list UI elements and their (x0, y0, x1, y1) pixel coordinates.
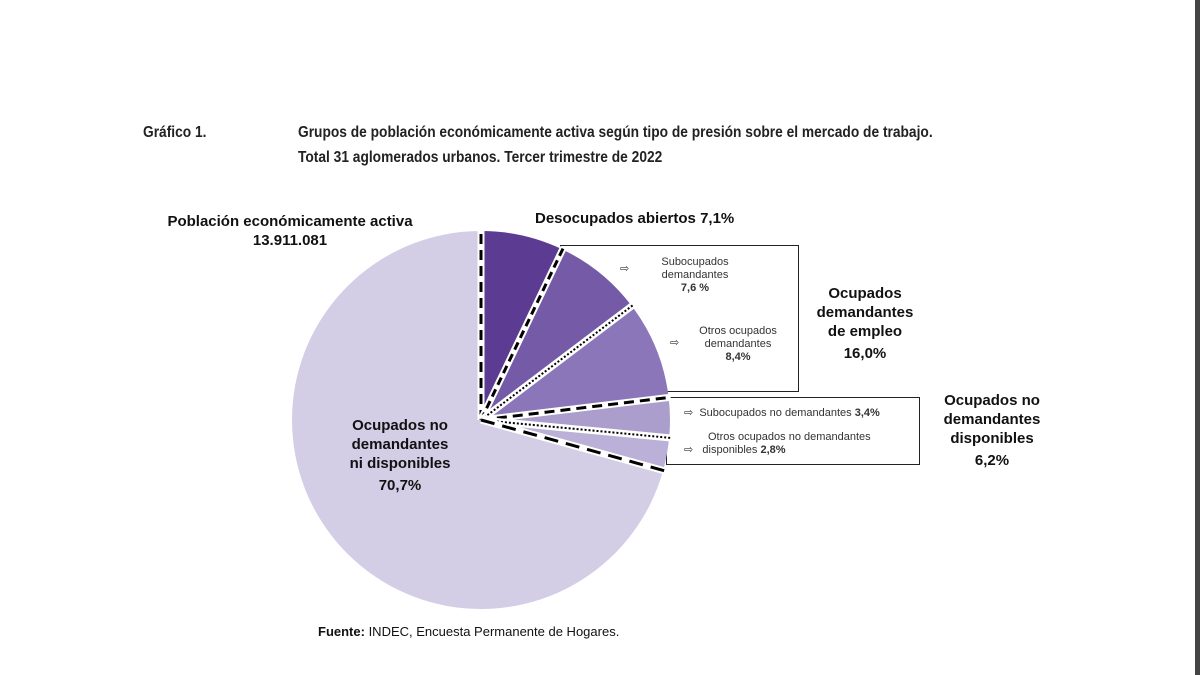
slice-separator-line (479, 247, 565, 421)
slice-separator-gap (480, 416, 672, 442)
total-label-text: Población económicamente activa (167, 213, 413, 230)
source-note: Fuente: INDEC, Encuesta Permanente de Ho… (318, 624, 620, 639)
arrow-icon: ⇨ (684, 444, 694, 456)
slice-label-subocupados-demandantes: ⇨ Subocupados demandantes 7,6 % (620, 256, 729, 294)
arrow-icon: ⇨ (684, 407, 694, 419)
no-demandantes-box (666, 397, 920, 465)
slice-label-ocupados-no-demandantes-ni-disponibles: Ocupados no demandantes ni disponibles 70,… (349, 417, 451, 494)
arrow-icon: ⇨ (670, 337, 680, 349)
arrow-icon: ⇨ (620, 263, 630, 275)
group-label-demandantes: Ocupados demandantes de empleo 16,0% (816, 285, 914, 362)
pie-slice-1 (481, 249, 632, 420)
slice-label-otros-demandantes: ⇨ Otros ocupados demandantes 8,4% (670, 325, 777, 363)
slice-label-desocupados: Desocupados abiertos 7,1% (535, 210, 735, 227)
scrollbar[interactable] (1195, 0, 1200, 675)
slice-label-otros-no-demandantes: Otros ocupados no demandantes ⇨ disponib… (684, 431, 871, 456)
pie-slice-2 (481, 306, 669, 420)
group-label-no-demandantes: Ocupados no demandantes disponibles 6,2% (943, 392, 1041, 469)
pie-slice-3 (481, 397, 670, 438)
total-label: Población económicamente activa 13.911.0… (150, 212, 430, 250)
total-value: 13.911.081 (252, 232, 328, 249)
slice-separator-gap (480, 393, 672, 424)
slice-separator-gap (478, 302, 636, 423)
chart-title-line2: Total 31 aglomerados urbanos. Tercer tri… (298, 149, 663, 166)
slice-separator-line (480, 418, 666, 473)
figure-label: Gráfico 1. (143, 124, 207, 141)
slice-label-subocupados-no-demandantes: ⇨ Subocupados no demandantes 3,4% (684, 407, 880, 419)
chart-title-line1: Grupos de población económicamente activ… (298, 124, 933, 141)
